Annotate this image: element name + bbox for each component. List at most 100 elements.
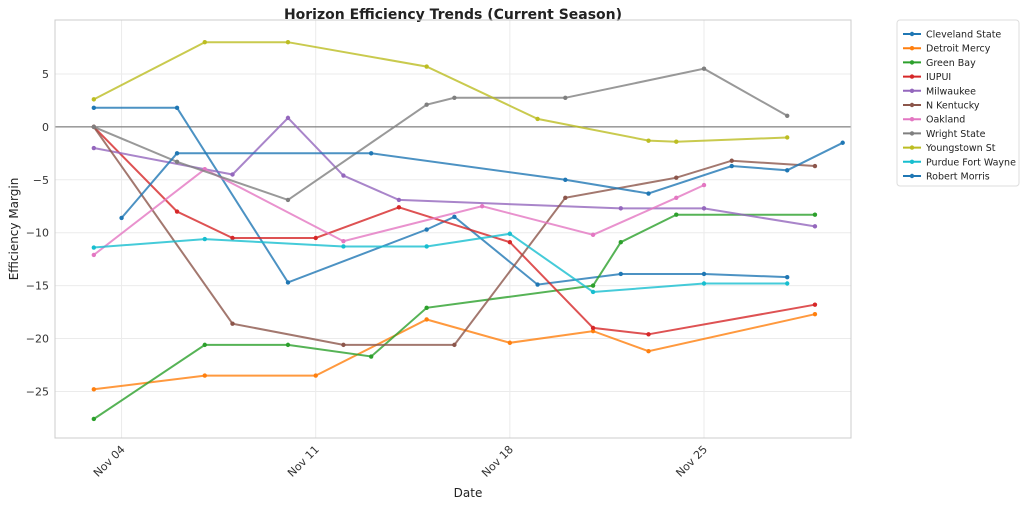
series-line: [93, 106, 788, 286]
data-point: [674, 195, 679, 200]
data-point: [424, 244, 429, 249]
series-line: [93, 313, 816, 391]
series-line: [120, 141, 844, 219]
data-point: [368, 354, 374, 359]
data-point: [174, 159, 180, 165]
series-line: [93, 116, 816, 228]
data-point: [285, 280, 291, 285]
series-green-bay: [91, 212, 818, 422]
series-milwaukee: [91, 115, 818, 229]
legend-label: Detroit Mercy: [926, 44, 991, 55]
data-point: [646, 349, 651, 354]
data-point: [230, 172, 235, 177]
data-point: [452, 95, 457, 100]
series-line: [93, 67, 788, 202]
series-robert-morris: [119, 140, 845, 221]
data-point: [701, 66, 707, 71]
series-oakland: [91, 167, 707, 258]
data-point: [119, 215, 124, 221]
legend: Cleveland State Detroit Mercy Green Bay IUP…: [896, 19, 1020, 187]
x-tick-label: Nov 18: [479, 443, 516, 480]
series-line: [92, 126, 815, 346]
legend-label: Milwaukee: [926, 86, 976, 97]
legend-label: Robert Morris: [926, 172, 990, 183]
y-tick-label: −20: [26, 333, 49, 346]
data-point: [285, 40, 291, 45]
data-point: [396, 205, 402, 210]
data-point: [424, 317, 429, 322]
series-wright-state: [91, 66, 790, 203]
x-tick-label: Nov 25: [673, 443, 710, 480]
legend-marker: [909, 88, 915, 94]
data-point: [91, 245, 97, 250]
legend-marker: [909, 173, 915, 179]
data-point: [424, 227, 429, 232]
data-point: [174, 209, 180, 214]
data-point: [785, 281, 790, 286]
data-point: [590, 325, 596, 331]
data-point: [507, 231, 513, 236]
data-point: [91, 145, 97, 151]
data-point: [91, 105, 97, 111]
data-point: [91, 97, 97, 102]
data-point: [590, 232, 596, 238]
data-point: [91, 252, 97, 258]
data-point: [452, 342, 457, 348]
series-line: [93, 168, 705, 256]
series-line: [93, 232, 788, 294]
y-axis-label: Efficiency Margin: [7, 178, 21, 281]
data-point: [590, 328, 596, 334]
series-line: [93, 41, 788, 143]
y-tick-label: −15: [26, 280, 49, 293]
data-point: [230, 321, 235, 326]
y-tick-label: 5: [42, 68, 49, 81]
data-point: [91, 124, 97, 130]
data-point: [618, 271, 623, 277]
data-point: [674, 212, 679, 217]
data-point: [785, 168, 790, 173]
legend-marker: [909, 131, 915, 136]
data-point: [563, 95, 568, 100]
legend-marker: [909, 117, 915, 122]
legend-label: Youngstown St: [925, 143, 996, 154]
data-point: [812, 163, 818, 169]
y-tick-label: −5: [33, 174, 49, 187]
data-point: [507, 340, 513, 345]
data-point: [91, 416, 97, 422]
data-point: [535, 282, 540, 287]
data-point: [701, 206, 707, 211]
data-point: [396, 197, 402, 203]
data-point: [563, 177, 568, 182]
plot-area: [54, 19, 852, 439]
data-point: [812, 212, 818, 217]
chart-title: Horizon Efficiency Trends (Current Seaso…: [284, 7, 622, 23]
y-tick-label: −25: [26, 385, 49, 398]
data-point: [424, 305, 429, 311]
data-point: [701, 182, 707, 188]
data-point: [674, 139, 679, 144]
data-point: [646, 332, 651, 337]
series-purdue-fort-wayne: [91, 231, 790, 295]
legend-label: Purdue Fort Wayne: [926, 157, 1016, 168]
data-point: [812, 311, 818, 317]
data-point: [812, 302, 818, 307]
data-point: [424, 64, 429, 69]
series-line: [93, 213, 815, 420]
data-point: [590, 289, 596, 295]
data-point: [285, 342, 291, 348]
y-tick-label: −10: [26, 227, 49, 240]
data-point: [618, 206, 623, 211]
data-point: [785, 274, 790, 280]
data-point: [202, 373, 207, 378]
legend-label: Green Bay: [926, 58, 976, 69]
data-point: [341, 173, 346, 178]
data-point: [646, 191, 651, 196]
data-point: [285, 197, 291, 203]
data-point: [91, 387, 97, 392]
data-point: [590, 283, 596, 288]
data-point: [840, 140, 845, 145]
data-point: [202, 236, 207, 242]
series-cleveland-state: [91, 105, 790, 287]
data-point: [785, 113, 790, 118]
